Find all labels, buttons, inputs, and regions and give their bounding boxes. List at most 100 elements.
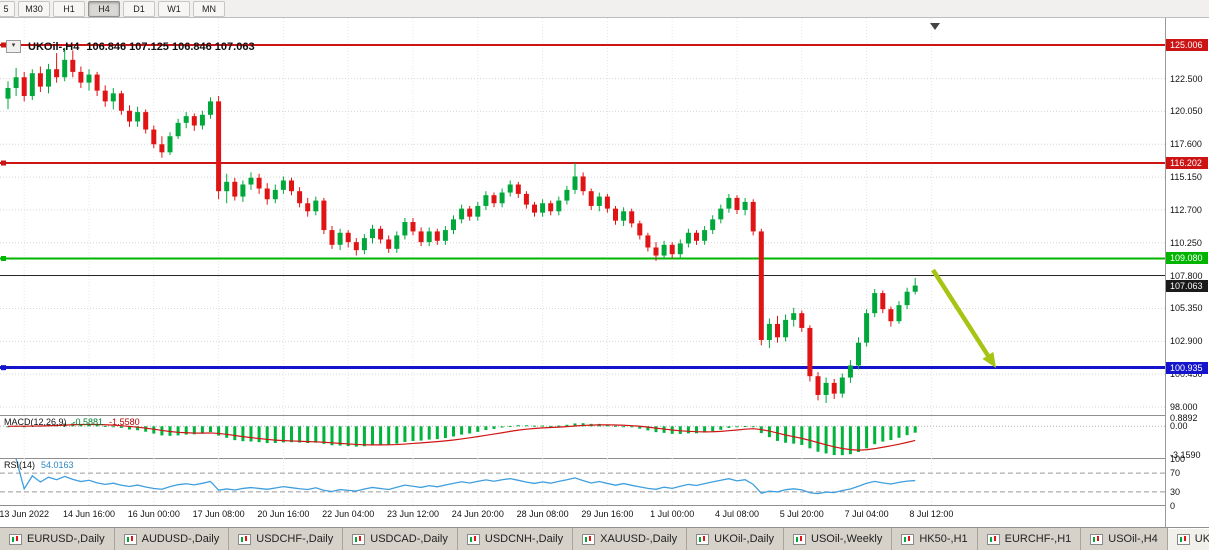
- axis-label: 102.900: [1170, 336, 1203, 347]
- axis-label: 110.250: [1170, 237, 1202, 248]
- tab-ukoil-h4[interactable]: UKOil-,H4: [1167, 528, 1209, 550]
- tab-eurusd-daily[interactable]: EURUSD-,Daily: [0, 528, 115, 550]
- axis-label: 0: [1170, 501, 1176, 511]
- chart-tab-icon: [9, 533, 22, 545]
- chart-tab-icon: [986, 533, 1000, 545]
- price-line-badge: 125.006: [1166, 38, 1208, 51]
- rsi-label: RSI(14) 54.0163: [4, 460, 74, 470]
- macd-label: MACD(12,26,9) -0.5881 -1.5580: [4, 417, 140, 427]
- timeframe-m30[interactable]: M30: [18, 0, 50, 17]
- time-label: 17 Jun 08:00: [192, 509, 245, 519]
- tab-usoil-h4[interactable]: USOil-,H4: [1081, 528, 1168, 550]
- time-label: 4 Jul 08:00: [714, 509, 760, 519]
- chart-ohlc-values: 106.846 107.125 106.846 107.063: [86, 40, 255, 53]
- macd-canvas[interactable]: [0, 416, 1165, 459]
- rsi-canvas[interactable]: [0, 459, 1165, 506]
- axis-label: 0.00: [1170, 421, 1188, 432]
- tab-label: AUDUSD-,Daily: [141, 533, 220, 545]
- tab-hk50-h1[interactable]: HK50-,H1: [892, 528, 978, 550]
- chart-tab-icon: [238, 533, 252, 545]
- time-label: 13 Jun 2022: [0, 509, 49, 519]
- axis-label: 115.150: [1170, 172, 1202, 183]
- chart-tab-icon: [466, 533, 480, 545]
- axis-label: -3.1590: [1170, 449, 1201, 460]
- main-chart-pane[interactable]: ▾ UKOil-,H4 106.846 107.125 106.846 107.…: [0, 18, 1165, 416]
- chart-tab-icon: [696, 533, 710, 545]
- chart-tab-icon: [1090, 533, 1104, 545]
- time-label: 29 Jun 16:00: [581, 509, 634, 519]
- tab-label: UKOil-,Daily: [714, 533, 775, 545]
- tab-usdcad-daily[interactable]: USDCAD-,Daily: [343, 528, 458, 550]
- time-label: 24 Jun 20:00: [451, 509, 504, 519]
- axis-label: 30: [1170, 486, 1181, 497]
- chart-dropdown-icon[interactable]: ▾: [6, 40, 21, 53]
- chart-tab-icon: [352, 533, 366, 545]
- tab-xauusd-daily[interactable]: XAUUSD-,Daily: [573, 528, 688, 550]
- price-line-badge: 109.080: [1166, 252, 1208, 265]
- timeframe-d1[interactable]: D1: [123, 0, 155, 17]
- macd-signal-value: -1.5580: [109, 417, 140, 427]
- time-label: 5 Jul 20:00: [779, 509, 824, 519]
- tab-usoil-weekly[interactable]: USOil-,Weekly: [784, 528, 893, 550]
- time-label: 7 Jul 04:00: [844, 509, 889, 519]
- macd-value: -0.5881: [72, 417, 104, 427]
- time-axis[interactable]: 13 Jun 2022 14 Jun 16:00 16 Jun 00:00 17 Ju…: [0, 506, 1165, 527]
- price-line-badge: 107.063: [1166, 279, 1208, 292]
- tab-label: USDCNH-,Daily: [484, 533, 564, 545]
- axis-label: 100.450: [1170, 369, 1203, 380]
- axis-label: 70: [1170, 468, 1181, 479]
- axis-label: 100: [1170, 454, 1186, 464]
- main-chart-canvas[interactable]: [0, 18, 1165, 416]
- tab-label: USDCHF-,Daily: [256, 533, 334, 545]
- chart-tab-icon: [582, 533, 596, 545]
- chart-symbol-timeframe: UKOil-,H4: [28, 40, 80, 53]
- macd-pane[interactable]: MACD(12,26,9) -0.5881 -1.5580: [0, 416, 1165, 459]
- rsi-name: RSI(14): [4, 460, 36, 470]
- tab-ukoil-daily[interactable]: UKOil-,Daily: [687, 528, 785, 550]
- tab-label: USDCAD-,Daily: [370, 533, 448, 545]
- timeframe-h1[interactable]: H1: [53, 0, 85, 17]
- chart-tab-icon: [123, 533, 137, 545]
- symbol-tabbar: EURUSD-,Daily AUDUSD-,Daily USDCHF-,Dail…: [0, 527, 1209, 550]
- price-line-badge: 116.202: [1166, 157, 1208, 170]
- timeframe-toolbar: 5 M30 H1 H4 D1 W1 MN: [0, 0, 1209, 18]
- tab-label: USOil-,Weekly: [811, 533, 883, 545]
- tab-label: USOil-,H4: [1108, 533, 1158, 545]
- timeframe-m15-partial[interactable]: 5: [0, 0, 15, 17]
- time-label: 16 Jun 00:00: [127, 509, 180, 519]
- tab-usdchf-daily[interactable]: USDCHF-,Daily: [229, 528, 344, 550]
- time-label: 14 Jun 16:00: [62, 509, 116, 519]
- tab-eurchf-h1[interactable]: EURCHF-,H1: [978, 528, 1082, 550]
- time-label: 28 Jun 08:00: [516, 509, 569, 519]
- time-label: 8 Jul 12:00: [909, 509, 954, 519]
- axis-label: 98.000: [1170, 402, 1198, 413]
- rsi-pane[interactable]: RSI(14) 54.0163: [0, 459, 1165, 506]
- timeframe-mn[interactable]: MN: [193, 0, 225, 17]
- axis-label: 122.500: [1170, 73, 1203, 84]
- time-label: 22 Jun 04:00: [322, 509, 375, 519]
- time-label: 20 Jun 16:00: [257, 509, 310, 519]
- time-label: 23 Jun 12:00: [386, 509, 440, 519]
- chart-tab-icon: [793, 533, 807, 545]
- chart-tab-icon: [901, 533, 915, 545]
- price-axis[interactable]: 122.500 120.050 117.600 115.150 112.700 110.2…: [1166, 18, 1209, 527]
- tab-label: EURUSD-,Daily: [27, 533, 105, 545]
- tab-label: HK50-,H1: [919, 533, 968, 545]
- axis-label: 105.350: [1170, 303, 1203, 314]
- chart-tab-icon: [1176, 533, 1190, 545]
- chart-panes: ▾ UKOil-,H4 106.846 107.125 106.846 107.…: [0, 18, 1166, 527]
- price-line-badge: 100.935: [1166, 361, 1208, 374]
- tab-audusd-daily[interactable]: AUDUSD-,Daily: [115, 528, 230, 550]
- timeframe-h4[interactable]: H4: [88, 0, 120, 17]
- chart-title: ▾ UKOil-,H4 106.846 107.125 106.846 107.…: [6, 40, 255, 53]
- rsi-value: 54.0163: [41, 460, 74, 470]
- axis-label: 0.8892: [1170, 413, 1198, 424]
- tab-usdcnh-daily[interactable]: USDCNH-,Daily: [458, 528, 574, 550]
- axis-label: 107.800: [1170, 270, 1203, 281]
- chart-area: ▾ UKOil-,H4 106.846 107.125 106.846 107.…: [0, 18, 1209, 527]
- axis-label: 120.050: [1170, 106, 1203, 117]
- axis-label: 112.700: [1170, 204, 1202, 215]
- tab-label: UKOil-,H4: [1194, 533, 1209, 545]
- timeframe-w1[interactable]: W1: [158, 0, 190, 17]
